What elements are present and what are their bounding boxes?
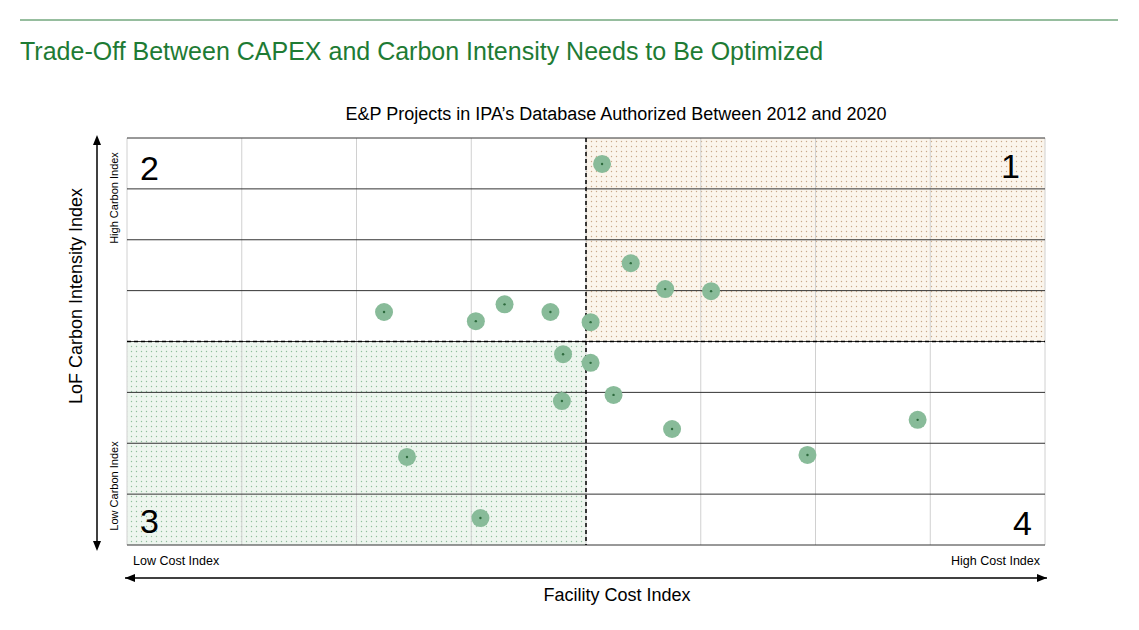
point-center: [549, 311, 551, 313]
point-center: [664, 288, 666, 290]
point-center: [475, 320, 477, 322]
point: [622, 254, 640, 272]
point-center: [806, 454, 808, 456]
arrow-head: [1037, 574, 1047, 582]
points: [375, 155, 927, 527]
point: [909, 411, 927, 429]
x-axis-label: Facility Cost Index: [543, 585, 690, 605]
point-center: [479, 517, 481, 519]
point-center: [503, 303, 505, 305]
title: Trade-Off Between CAPEX and Carbon Inten…: [20, 37, 823, 65]
quadrant-label: 2: [140, 149, 159, 187]
y-axis-arrow: [96, 138, 98, 548]
threshold-line: [127, 341, 1045, 343]
y-axis-label: LoF Carbon Intensity Index: [66, 188, 86, 404]
point: [656, 280, 674, 298]
arrow-head: [93, 135, 101, 145]
y-end-label: High Carbon Index: [108, 152, 120, 244]
point: [398, 448, 416, 466]
point: [553, 392, 571, 410]
point-center: [589, 321, 591, 323]
point-center: [383, 311, 385, 313]
point-center: [630, 262, 632, 264]
quadrant-label: 3: [140, 502, 159, 540]
point-center: [406, 456, 408, 458]
point-center: [562, 353, 564, 355]
point-center: [710, 290, 712, 292]
grid-line: [127, 341, 1045, 342]
top-rule: [20, 20, 1118, 21]
quadrant-label: 4: [1013, 504, 1032, 542]
point: [467, 312, 485, 330]
x-axis-arrow: [125, 577, 1047, 579]
point: [663, 420, 681, 438]
point: [554, 345, 572, 363]
point: [582, 313, 600, 331]
point-center: [612, 394, 614, 396]
point-center: [561, 400, 563, 402]
x-end-label: Low Cost Index: [133, 554, 220, 568]
x-end-label: High Cost Index: [951, 554, 1041, 568]
point: [496, 295, 514, 313]
chart: Trade-Off Between CAPEX and Carbon Inten…: [0, 0, 1139, 630]
point-center: [916, 419, 918, 421]
point-center: [671, 428, 673, 430]
arrow-head: [93, 541, 101, 551]
quadrant-label: 1: [1001, 147, 1020, 185]
point: [702, 282, 720, 300]
point: [798, 446, 816, 464]
point: [593, 155, 611, 173]
point: [471, 509, 489, 527]
point-center: [589, 362, 591, 364]
point: [605, 386, 623, 404]
y-end-label: Low Carbon Index: [108, 441, 120, 531]
grid-line: [127, 494, 1045, 495]
arrow-head: [125, 574, 135, 582]
point-center: [601, 163, 603, 165]
point: [541, 303, 559, 321]
subtitle: E&P Projects in IPA’s Database Authorize…: [345, 104, 886, 124]
point: [582, 354, 600, 372]
point: [375, 303, 393, 321]
grid-line: [127, 290, 1045, 291]
